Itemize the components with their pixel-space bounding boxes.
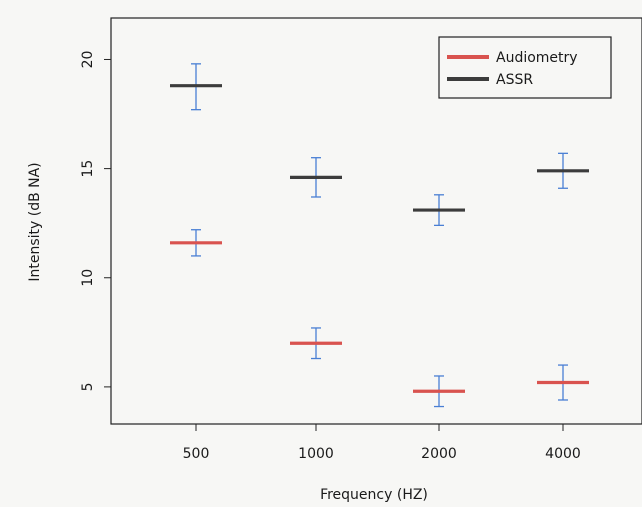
y-axis: 5 10 15 20 (80, 51, 112, 391)
legend-label-audiometry: Audiometry (496, 50, 578, 66)
x-axis: 500 1000 2000 4000 (183, 423, 581, 462)
x-tick-label-500: 500 (183, 446, 210, 462)
x-tick-label-4000: 4000 (545, 446, 581, 462)
legend-label-assr: ASSR (496, 72, 533, 88)
x-axis-label: Frequency (HZ) (320, 487, 428, 503)
y-axis-label: Intensity (dB NA) (27, 162, 43, 281)
y-tick-label-20: 20 (80, 51, 96, 69)
legend-box (438, 36, 612, 99)
legend: Audiometry ASSR (438, 36, 612, 99)
y-tick-label-15: 15 (80, 160, 96, 178)
x-tick-label-1000: 1000 (298, 446, 334, 462)
data-marks (170, 63, 589, 408)
y-tick-label-10: 10 (80, 269, 96, 287)
y-tick-label-5: 5 (80, 382, 96, 391)
x-tick-label-2000: 2000 (421, 446, 457, 462)
